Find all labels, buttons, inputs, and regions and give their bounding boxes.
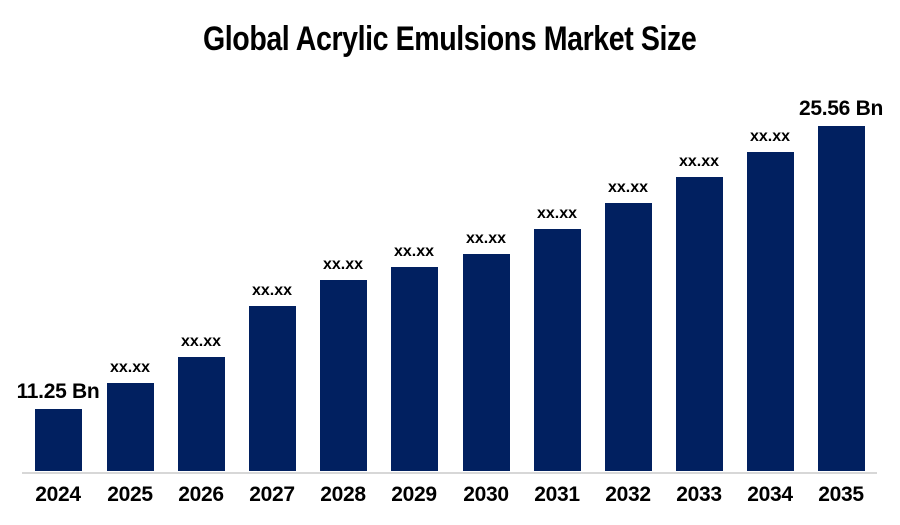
bar-group-2029: xx.xx 2029 [369,244,459,525]
x-axis-tick-zone: 2027 [249,471,295,525]
x-axis-tick-zone: 2033 [676,471,722,525]
bar-group-2032: xx.xx 2032 [583,180,673,525]
chart-title-container: Global Acrylic Emulsions Market Size [0,22,900,56]
bar-group-2031: xx.xx 2031 [512,206,602,525]
x-axis-tick-zone: 2035 [818,471,864,525]
x-axis-tick-zone: 2028 [320,471,366,525]
bar-group-2034: xx.xx 2034 [725,129,815,525]
chart-title: Global Acrylic Emulsions Market Size [203,20,697,58]
bar-2032 [604,203,652,471]
bar-2035 [817,126,865,471]
x-axis-tick-label: 2024 [35,483,81,506]
bar-group-2028: xx.xx 2028 [298,257,388,525]
bar-value-label: xx.xx [393,243,435,260]
x-axis-tick-label: 2029 [391,483,437,506]
bar-value-label: 25.56 Bn [799,97,883,120]
bar-value-label: xx.xx [536,205,578,222]
bar-group-2027: xx.xx 2027 [227,283,317,525]
bar-group-2025: xx.xx 2025 [85,360,175,525]
x-axis-tick-label: 2035 [818,483,864,506]
bar-2029 [390,267,438,471]
bar-group-2030: xx.xx 2030 [441,231,531,525]
bar-value-label: xx.xx [251,282,293,299]
bar-value-label: xx.xx [465,230,507,247]
x-axis-tick-zone: 2031 [534,471,580,525]
bar-2030 [462,254,510,471]
x-axis-tick-zone: 2025 [107,471,153,525]
bar-value-label: xx.xx [749,128,791,145]
x-axis-tick-zone: 2030 [463,471,509,525]
bar-2028 [319,280,367,471]
bar-value-label: xx.xx [322,256,364,273]
bar-2027 [248,306,296,471]
bar-value-label: 11.25 Bn [16,380,100,403]
bar-group-2033: xx.xx 2033 [654,154,744,525]
bar-2033 [675,177,723,471]
bar-group-2035: 25.56 Bn 2035 [796,98,886,525]
x-axis-tick-label: 2031 [534,483,580,506]
x-axis-tick-label: 2028 [320,483,366,506]
x-axis-tick-label: 2034 [747,483,793,506]
x-axis-tick-zone: 2032 [605,471,651,525]
x-axis-line [22,472,877,474]
bar-2024 [34,409,82,471]
x-axis-tick-zone: 2029 [391,471,437,525]
x-axis-tick-zone: 2034 [747,471,793,525]
x-axis-tick-label: 2030 [463,483,509,506]
bar-value-label: xx.xx [180,333,222,350]
bar-group-2026: xx.xx 2026 [156,334,246,525]
bar-2026 [177,357,225,471]
bar-value-label: xx.xx [607,179,649,196]
x-axis-tick-label: 2027 [249,483,295,506]
x-axis-tick-label: 2033 [676,483,722,506]
bar-2031 [533,229,581,471]
bar-group-2024: 11.25 Bn 2024 [13,381,103,525]
bar-value-label: xx.xx [109,359,151,376]
x-axis-tick-label: 2026 [178,483,224,506]
bar-2025 [106,383,154,471]
x-axis-tick-zone: 2024 [35,471,81,525]
bar-value-label: xx.xx [678,153,720,170]
x-axis-tick-label: 2032 [605,483,651,506]
bar-2034 [746,152,794,471]
x-axis-tick-zone: 2026 [178,471,224,525]
x-axis-tick-label: 2025 [107,483,153,506]
